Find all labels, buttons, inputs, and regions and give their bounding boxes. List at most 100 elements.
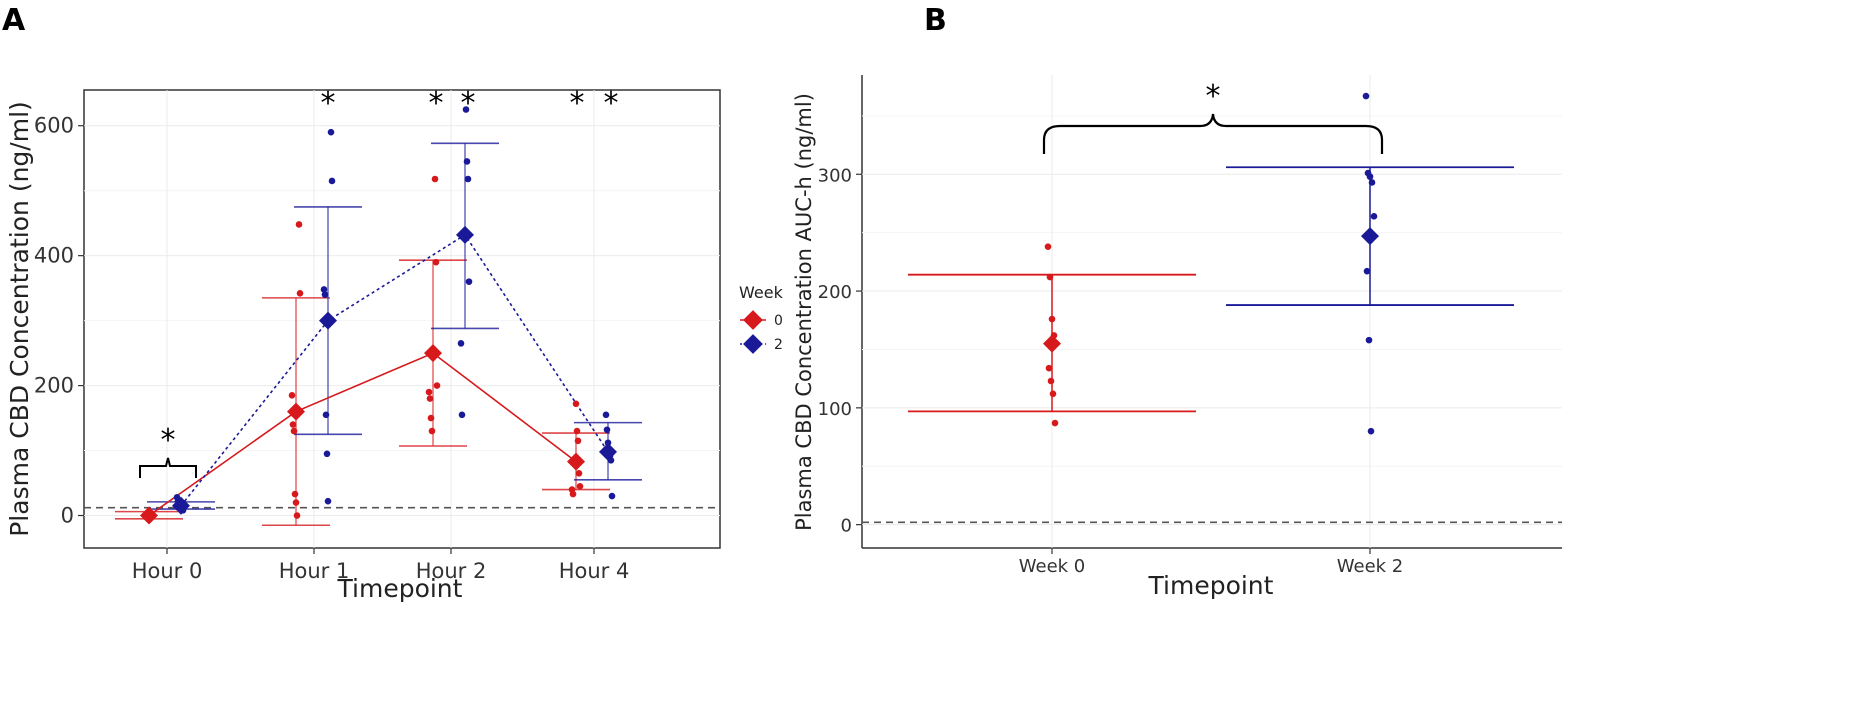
panel-a-significance-star: * <box>461 86 476 121</box>
panel-a-y-tick-label: 400 <box>34 244 74 268</box>
panel-a-point-0 <box>290 427 298 435</box>
panel-b-points <box>1044 92 1378 435</box>
panel-a-mean-2 <box>319 311 337 330</box>
panel-a-point-2 <box>327 128 335 136</box>
panel-b-x-ticks: Week 0 Week 2 <box>1019 548 1404 577</box>
panel-b-point-2 <box>1365 336 1373 344</box>
panel-a-point-0 <box>427 414 435 422</box>
panel-a-annotations: * * * * * * <box>139 86 619 478</box>
panel-a-point-0 <box>573 427 581 435</box>
panel-a-mean-0 <box>140 506 158 525</box>
panel-a-y-title: Plasma CBD Concentration (ng/ml) <box>5 101 34 537</box>
panel-a-point-2 <box>321 291 329 298</box>
panel-a-bracket-hour0 <box>139 457 197 478</box>
panel-a-point-2 <box>323 450 331 458</box>
panel-a-mean-2 <box>456 225 474 244</box>
panel-a-mean-0 <box>424 344 442 363</box>
panel-a-point-0 <box>433 382 441 389</box>
panel-a-point-0 <box>574 437 582 445</box>
panel-b-gridlines <box>862 75 1562 548</box>
panel-b-y-tick-label: 0 <box>841 516 852 537</box>
panel-a-point-0 <box>576 482 584 490</box>
panel-a-plot-area <box>83 89 721 549</box>
panel-a-x-tick-label: Hour 1 <box>279 559 350 583</box>
panel-a-point-0 <box>575 469 583 477</box>
panel-a-point-2 <box>320 286 328 293</box>
panel-a-mean-lines <box>148 233 609 517</box>
panel-b-point-2 <box>1367 427 1375 435</box>
panel-a-x-tick-label: Hour 2 <box>416 559 487 583</box>
panel-a-point-2 <box>462 106 470 113</box>
panel-a-significance-star: * <box>321 86 336 121</box>
panel-b-y-tick-label: 300 <box>818 165 852 186</box>
panel-a-point-2 <box>457 340 465 347</box>
panel-a-point-2 <box>328 177 336 185</box>
panel-a-mean-2 <box>172 496 190 515</box>
panel-b-error-bars <box>908 166 1514 413</box>
panel-b-point-0 <box>1045 364 1053 372</box>
panel-b-x-tick-label: Week 2 <box>1337 556 1404 577</box>
panel-a-y-tick-label: 200 <box>34 374 74 398</box>
panel-a-y-tick-label: 600 <box>34 114 74 138</box>
panel-a-x-tick-label: Hour 4 <box>559 559 630 583</box>
panel-a-point-2 <box>463 158 471 165</box>
panel-a-significance-star: * <box>161 423 176 458</box>
panel-a-point-0 <box>428 427 436 435</box>
panel-a-significance-star: * <box>429 86 444 121</box>
panel-a-x-tick-label: Hour 0 <box>132 559 203 583</box>
panel-a-y-ticks: 0 200 400 600 <box>34 114 84 528</box>
panel-a-point-0 <box>569 490 577 498</box>
legend: Week 0 2 <box>739 283 784 354</box>
panel-a-point-0 <box>295 221 303 228</box>
panel-a-point-2 <box>458 411 466 419</box>
panel-a-point-0 <box>289 421 297 428</box>
panel-a-point-0 <box>288 392 296 399</box>
panel-a-x-title: Timepoint <box>337 574 463 603</box>
legend-key-0 <box>743 310 763 330</box>
panel-b-significance-star: * <box>1206 79 1221 114</box>
panel-b-point-0 <box>1046 273 1054 281</box>
panel-label-a: A <box>2 3 26 38</box>
panel-b-y-ticks: 0 100 200 300 <box>818 165 862 537</box>
panel-b-annotations: * <box>1042 79 1384 154</box>
panel-a-point-0 <box>292 499 300 506</box>
panel-b-bracket <box>1042 113 1384 154</box>
legend-key-2 <box>743 334 763 354</box>
panel-b-point-0 <box>1048 315 1056 323</box>
panel-b-y-title: Plasma CBD Concentration AUC-h (ng/ml) <box>792 93 816 531</box>
panel-a-mean-0 <box>567 452 585 471</box>
panel-a-point-0 <box>291 490 299 498</box>
legend-label-2: 2 <box>774 337 783 353</box>
panel-b-point-2 <box>1362 92 1370 100</box>
panel-a-means <box>140 225 617 525</box>
panel-b-x-tick-label: Week 0 <box>1019 556 1086 577</box>
panel-b-means <box>1043 227 1379 353</box>
panel-b-y-tick-label: 100 <box>818 399 852 420</box>
panel-a-point-2 <box>608 492 616 500</box>
panel-a-point-0 <box>572 400 580 408</box>
panel-a-point-0 <box>293 512 301 519</box>
panel-b-point-0 <box>1051 419 1059 427</box>
panel-a-point-2 <box>324 497 332 505</box>
panel-a-point-2 <box>464 175 472 183</box>
panel-a-point-2 <box>465 278 473 285</box>
panel-b-x-title: Timepoint <box>1148 571 1274 600</box>
panel-b-point-0 <box>1047 377 1055 385</box>
panel-b-mean-2 <box>1361 227 1379 246</box>
panel-b-y-tick-label: 200 <box>818 282 852 303</box>
panel-a-point-2 <box>603 426 611 434</box>
panel-a-point-2 <box>602 411 610 419</box>
panel-b-chart: 0 100 200 300 Week 0 Week 2 * Timepoint Plas… <box>792 75 1562 600</box>
panel-a-point-2 <box>322 411 330 419</box>
panel-a-significance-star: * <box>604 86 619 121</box>
panel-a-gridlines <box>84 90 720 548</box>
panel-a-point-0 <box>425 388 433 396</box>
panel-b-point-2 <box>1366 173 1374 180</box>
panel-a-mean-line-0 <box>148 352 577 517</box>
legend-label-0: 0 <box>774 313 783 329</box>
panel-b-point-0 <box>1049 390 1057 398</box>
panel-a-mean-0 <box>287 402 305 421</box>
panel-a-point-0 <box>432 258 440 266</box>
panel-a-x-ticks: Hour 0 Hour 1 Hour 2 Hour 4 <box>132 548 630 583</box>
